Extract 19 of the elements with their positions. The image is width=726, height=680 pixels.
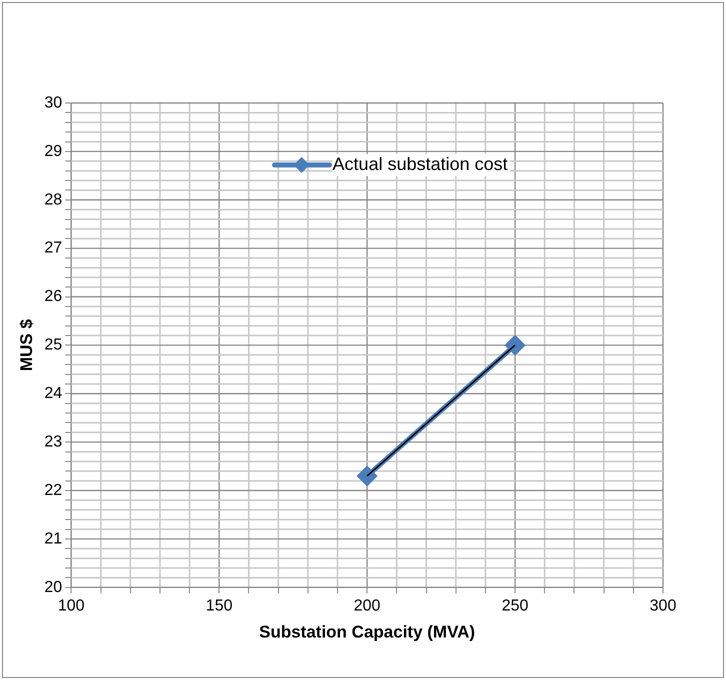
- y-tick-label: 24: [44, 385, 62, 402]
- y-tick-label: 20: [44, 578, 62, 596]
- y-tick-label: 23: [44, 433, 62, 450]
- y-tick-label: 25: [44, 336, 62, 354]
- y-tick-label: 30: [44, 94, 62, 112]
- y-tick-label: 26: [44, 288, 62, 306]
- y-tick-label: 29: [44, 142, 62, 160]
- x-tick-label: 100: [58, 597, 85, 614]
- y-tick-label: 28: [44, 191, 62, 208]
- y-tick-label: 22: [44, 482, 62, 499]
- y-tick-label: 27: [44, 240, 62, 257]
- x-tick-label: 150: [206, 597, 233, 614]
- x-tick-label: 300: [650, 597, 676, 614]
- y-axis-title: MUS $: [16, 318, 36, 372]
- legend-label: Actual substation cost: [332, 154, 508, 174]
- y-tick-label: 21: [44, 530, 62, 548]
- x-tick-label: 200: [354, 597, 381, 614]
- x-tick-label: 250: [502, 597, 528, 614]
- x-axis-title: Substation Capacity (MVA): [259, 622, 476, 642]
